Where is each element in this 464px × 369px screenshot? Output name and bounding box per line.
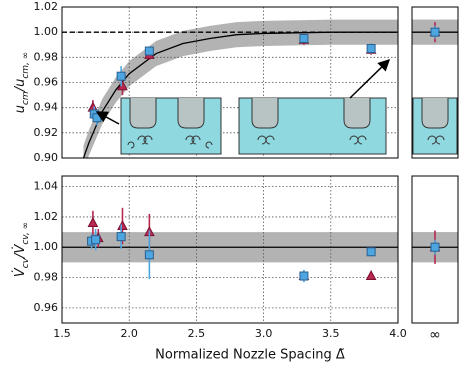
- vortex: [427, 135, 445, 145]
- square-marker: [116, 232, 126, 242]
- square-marker: [144, 250, 154, 260]
- square-marker: [366, 44, 376, 54]
- y-axis-label: ucm/ucm, ∞: [13, 52, 31, 114]
- axes-frame: [411, 175, 459, 324]
- square-marker: [430, 242, 440, 252]
- plot-area: [62, 7, 398, 158]
- y-tick-label: 1.02: [34, 0, 59, 13]
- y-axis-label: V̇cv/V̇cv, ∞: [12, 222, 30, 277]
- square-marker: [144, 46, 154, 56]
- plot-area: [62, 176, 398, 323]
- y-label-part: V̇: [12, 267, 27, 277]
- square-marker: [91, 235, 101, 245]
- triangle-marker: [117, 219, 128, 231]
- y-tick-label: 0.94: [34, 101, 59, 114]
- axes-frame: [61, 175, 399, 324]
- nozzle-insets: [95, 58, 458, 155]
- triangle-marker: [117, 80, 128, 91]
- square-marker: [430, 27, 440, 37]
- x-tick-label: 3.5: [322, 327, 340, 340]
- x-tick-label: 3.0: [255, 327, 273, 340]
- x-tick-label: 2.0: [120, 327, 138, 340]
- axes-frame: [61, 6, 399, 159]
- y-label-part: cm, ∞: [21, 52, 31, 79]
- y-tick-label: 0.92: [34, 126, 59, 139]
- square-marker: [299, 271, 309, 281]
- x-tick-label: 2.5: [188, 327, 206, 340]
- plot-area: [412, 230, 458, 264]
- y-tick-label: 0.98: [34, 50, 59, 63]
- x-tick-label: ∞: [429, 327, 441, 343]
- square-marker: [116, 71, 126, 81]
- square-marker: [366, 247, 376, 257]
- axes-frame: [411, 6, 459, 159]
- y-tick-label: 0.96: [34, 301, 59, 314]
- square-marker: [299, 33, 309, 43]
- vortex: [257, 135, 367, 145]
- square-marker: [92, 113, 102, 123]
- y-tick-label: 1.00: [34, 25, 59, 38]
- y-tick-label: 1.00: [34, 240, 59, 253]
- arrow: [95, 111, 120, 125]
- y-tick-label: 1.02: [34, 210, 59, 223]
- y-label-part: cv, ∞: [21, 222, 31, 245]
- x-tick-label: 1.5: [53, 327, 71, 340]
- y-label-part: u: [13, 105, 28, 113]
- nozzle: [421, 98, 449, 129]
- x-tick-label: 4.0: [389, 327, 407, 340]
- y-tick-label: 0.98: [34, 271, 59, 284]
- arrow: [349, 58, 391, 99]
- triangle-marker: [365, 269, 377, 281]
- y-tick-label: 1.04: [34, 180, 59, 193]
- y-label-part: /V̇: [12, 244, 27, 259]
- triangle-marker: [87, 216, 99, 227]
- y-label-part: cv: [21, 257, 31, 268]
- x-axis-label: Normalized Nozzle Spacing Δ̃: [155, 348, 345, 363]
- y-label-part: /u: [13, 79, 28, 93]
- y-tick-label: 0.96: [34, 76, 59, 89]
- uncertainty-band: [83, 19, 398, 158]
- nozzle: [251, 98, 371, 129]
- y-tick-label: 0.90: [34, 151, 59, 164]
- nozzle: [129, 98, 205, 129]
- vortex: [127, 135, 213, 149]
- y-label-part: cm: [21, 91, 31, 105]
- plot-area: [412, 19, 458, 45]
